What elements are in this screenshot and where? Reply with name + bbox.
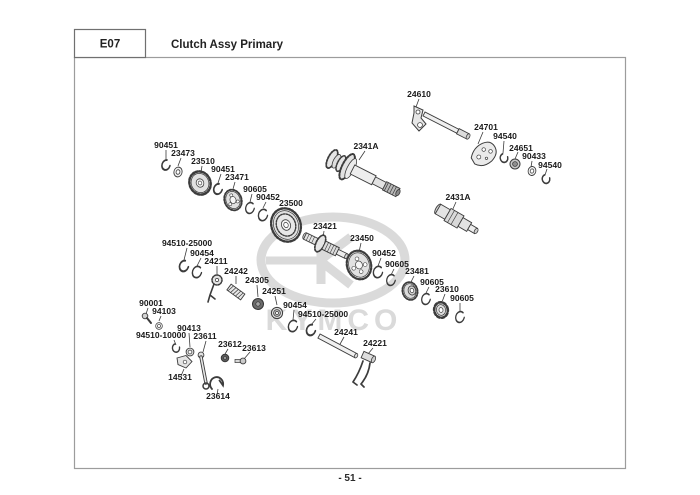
part-90001 [141,312,152,324]
part-23450 [345,249,373,281]
part-94103 [155,322,163,330]
label-94540-a: 94540 [493,131,517,141]
page-header: E07 Clutch Assy Primary [73,28,284,59]
page-number: - 51 - [338,473,361,484]
label-94510-25000-b: 94510-25000 [298,309,348,319]
part-2341A [325,149,401,198]
part-23481 [401,281,419,301]
label-2341A: 2341A [353,141,378,151]
label-90605-d: 90605 [450,293,474,303]
label-90454-b: 90454 [283,300,307,310]
section-code-box [73,28,147,59]
part-24651 [509,158,521,170]
kymco-logo-oval [256,212,410,308]
label-90605-b: 90605 [385,259,409,269]
label-94540-b: 94540 [538,160,562,170]
section-code: E07 [100,39,120,51]
part-90413 [185,347,195,357]
part-24305 [252,298,264,310]
label-23500: 23500 [279,198,303,208]
label-23612: 23612 [218,339,242,349]
label-24305: 24305 [245,275,269,285]
label-23481: 23481 [405,266,429,276]
label-23510: 23510 [191,156,215,166]
label-23471: 23471 [225,172,249,182]
leader-lines [145,98,548,396]
part-23500 [269,207,303,243]
label-23421: 23421 [313,221,337,231]
label-23610: 23610 [435,284,459,294]
part-23613 [234,357,247,365]
label-14531: 14531 [168,372,192,382]
part-24242 [226,283,246,301]
label-90452-a: 90452 [256,192,280,202]
part-24610 [411,105,471,140]
label-90413: 90413 [177,323,201,333]
label-24610: 24610 [407,89,431,99]
label-23614: 23614 [206,391,230,401]
kymco-watermark-text: KYMCO [266,304,403,337]
label-24251: 24251 [262,286,286,296]
label-90454-a: 90454 [190,248,214,258]
label-90605-c: 90605 [420,277,444,287]
diagram-frame [73,56,627,470]
page-title: Clutch Assy Primary [171,39,284,51]
label-94103: 94103 [152,306,176,316]
label-94510-10000: 94510-10000 [136,330,186,340]
label-94510-25000-a: 94510-25000 [162,238,212,248]
part-24221 [352,350,377,388]
label-24241: 24241 [334,327,358,337]
part-23612 [220,353,230,363]
part-23471 [223,188,243,212]
part-24241 [317,333,359,359]
label-24242: 24242 [224,266,248,276]
parts-artwork [141,105,552,390]
label-90433: 90433 [522,151,546,161]
label-23613: 23613 [242,343,266,353]
label-90451-a: 90451 [154,140,178,150]
part-14531 [176,354,193,369]
part-24211 [207,274,223,303]
label-90001: 90001 [139,298,163,308]
part-23421 [302,232,349,260]
label-90451-b: 90451 [211,164,235,174]
part-2431A [434,203,479,235]
label-90452-b: 90452 [372,248,396,258]
label-23611: 23611 [193,331,216,341]
label-23473: 23473 [171,148,195,158]
part-23611 [197,351,210,390]
part-24701 [470,141,497,167]
label-24701: 24701 [474,122,498,132]
label-90605-a: 90605 [243,184,267,194]
part-23610 [432,300,450,320]
label-24211: 24211 [204,256,227,266]
label-23450: 23450 [350,233,374,243]
label-24651: 24651 [509,143,533,153]
part-24251 [270,306,284,320]
label-24221: 24221 [363,338,387,348]
label-2431A: 2431A [445,192,470,202]
part-labels: 24610 24701 94540 24651 90433 94540 2341… [136,89,562,401]
part-23614 [209,376,225,390]
kymco-watermark: KYMCO [256,212,410,337]
